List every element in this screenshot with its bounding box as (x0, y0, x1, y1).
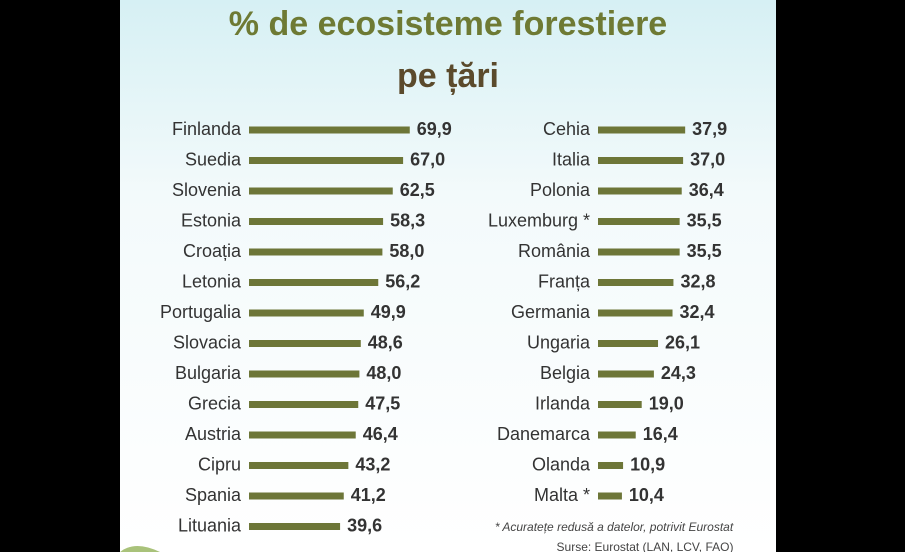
category-label: Luxemburg * (488, 210, 590, 230)
value-label: 24,3 (661, 363, 696, 383)
category-label: Spania (185, 485, 242, 505)
bar (249, 157, 404, 164)
bar (598, 370, 654, 378)
category-label: Olanda (532, 454, 591, 474)
category-label: Slovacia (173, 332, 242, 352)
category-label: Finlanda (172, 119, 242, 139)
category-label: Slovenia (172, 180, 242, 200)
bar (598, 248, 680, 256)
value-label: 43,2 (355, 454, 390, 474)
category-label: Danemarca (497, 424, 591, 444)
value-label: 58,0 (389, 241, 424, 261)
category-label: Croația (183, 241, 242, 261)
category-label: Italia (552, 149, 591, 169)
value-label: 35,5 (687, 241, 722, 261)
category-label: Estonia (181, 210, 242, 230)
category-label: Ungaria (527, 332, 591, 352)
bar (598, 462, 624, 469)
source-note: Surse: Eurostat (LAN, LCV, FAO) (557, 540, 734, 552)
category-label: Bulgaria (175, 363, 242, 383)
value-label: 10,4 (629, 485, 664, 505)
value-label: 10,9 (630, 454, 665, 474)
bar (249, 309, 364, 317)
bar (249, 340, 361, 347)
category-label: România (518, 241, 591, 261)
bar (598, 218, 680, 225)
chart-title: % de ecosisteme forestiere (229, 5, 667, 43)
value-label: 48,6 (368, 332, 403, 352)
bar (598, 309, 673, 317)
value-label: 69,9 (417, 119, 452, 139)
value-label: 16,4 (643, 424, 678, 444)
bar (249, 370, 360, 378)
bar (249, 462, 349, 469)
bar (249, 279, 379, 286)
value-label: 48,0 (366, 363, 401, 383)
category-label: Belgia (540, 363, 591, 383)
category-label: Letonia (182, 271, 242, 291)
category-label: Austria (185, 424, 242, 444)
chart-subtitle: pe țări (397, 57, 499, 95)
bar (598, 401, 642, 408)
value-label: 49,9 (371, 302, 406, 322)
category-label: Germania (511, 302, 591, 322)
category-label: Malta * (534, 485, 590, 505)
category-label: Franța (538, 271, 591, 291)
value-label: 26,1 (665, 332, 700, 352)
bar (598, 340, 659, 347)
value-label: 19,0 (649, 393, 684, 413)
panel (120, 0, 776, 552)
value-label: 67,0 (410, 149, 445, 169)
category-label: Polonia (530, 180, 591, 200)
bar (598, 157, 684, 164)
value-label: 35,5 (687, 210, 722, 230)
bar (598, 431, 636, 439)
footnote: * Acuratețe redusă a datelor, potrivit E… (495, 520, 734, 534)
bar (249, 523, 341, 530)
bar (598, 279, 674, 286)
value-label: 39,6 (347, 515, 382, 535)
bar (249, 492, 344, 500)
value-label: 56,2 (385, 271, 420, 291)
bar (249, 187, 393, 195)
value-label: 41,2 (351, 485, 386, 505)
decoration (120, 546, 160, 552)
bar (249, 401, 359, 408)
value-label: 32,4 (680, 302, 715, 322)
bar (249, 248, 383, 256)
category-label: Suedia (185, 149, 242, 169)
bar (249, 218, 384, 225)
category-label: Irlanda (535, 393, 591, 413)
bar (598, 126, 686, 134)
bar (598, 187, 682, 195)
category-label: Portugalia (160, 302, 242, 322)
value-label: 37,9 (692, 119, 727, 139)
value-label: 62,5 (400, 180, 435, 200)
value-label: 58,3 (390, 210, 425, 230)
bar (249, 126, 410, 134)
category-label: Cipru (198, 454, 241, 474)
bar (598, 492, 622, 500)
bar (249, 431, 356, 439)
value-label: 36,4 (689, 180, 724, 200)
value-label: 37,0 (690, 149, 725, 169)
category-label: Lituania (178, 515, 242, 535)
value-label: 46,4 (363, 424, 398, 444)
category-label: Grecia (188, 393, 242, 413)
value-label: 47,5 (365, 393, 400, 413)
category-label: Cehia (543, 119, 591, 139)
value-label: 32,8 (680, 271, 715, 291)
